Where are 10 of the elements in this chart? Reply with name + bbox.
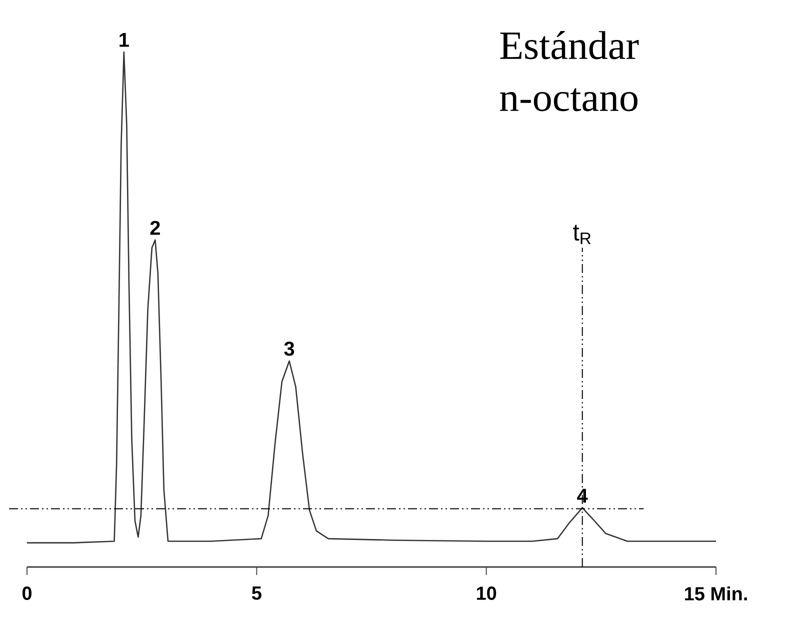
x-tick-label: 15 Min.	[684, 586, 747, 600]
annotation: 2	[150, 220, 160, 235]
annotation: 4	[577, 488, 588, 503]
x-tick-label: 0	[22, 586, 32, 600]
annotation: Estándar n-octano	[500, 31, 639, 112]
x-tick-label: 5	[252, 586, 262, 600]
x-tick-label: 10	[476, 586, 496, 600]
annotation: 3	[284, 342, 294, 356]
annotation: 1	[120, 33, 129, 47]
ref-line-label: t$_{R}$	[573, 224, 591, 244]
